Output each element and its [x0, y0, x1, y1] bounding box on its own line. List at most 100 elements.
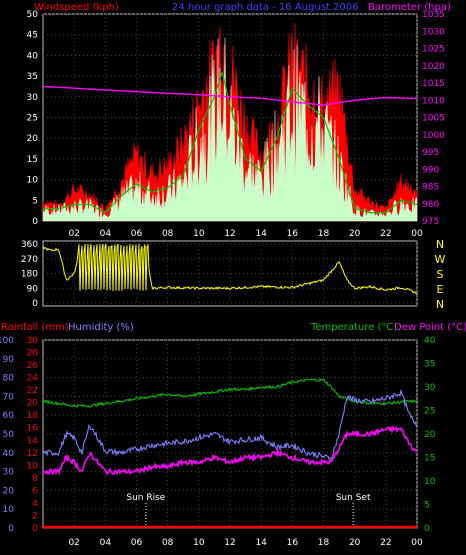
rainfall-tick-label: 14 — [27, 436, 39, 446]
dewpoint-axis-title: Dew Point (°C) — [394, 322, 466, 333]
temperature-time-tick-label: 14 — [255, 538, 267, 548]
temperature-tick-label: 20 — [424, 430, 436, 440]
temperature-time-tick-label: 12 — [224, 538, 235, 548]
humidity-tick-label: 20 — [3, 486, 15, 496]
humidity-tick-label: 50 — [3, 430, 15, 440]
temperature-axis-title: Temperature (°C) — [310, 322, 397, 333]
wind-time-tick-label: 20 — [349, 229, 361, 239]
temperature-time-tick-label: 18 — [318, 538, 330, 548]
wind-time-tick-label: 22 — [380, 229, 391, 239]
sun-annotations: Sun Rise Sun Set — [126, 493, 371, 528]
rainfall-tick-label: 8 — [32, 474, 38, 484]
humidity-tick-label: 0 — [8, 524, 14, 534]
temperature-time-tick-label: 06 — [131, 538, 143, 548]
temperature-tick-label: 25 — [424, 407, 435, 417]
rainfall-tick-label: 24 — [27, 374, 39, 384]
barometer-tick-label: 985 — [422, 183, 439, 193]
rainfall-tick-label: 22 — [27, 386, 38, 396]
temperature-axis: 0 5 10 15 20 25 30 35 40 — [424, 336, 436, 534]
wind-gust-series — [42, 37, 418, 222]
compass-tick-label: N — [436, 298, 444, 311]
rainfall-axis-title: Rainfall (mm) — [1, 322, 69, 333]
wind-time-tick-label: 08 — [162, 229, 174, 239]
wind-time-tick-label: 16 — [287, 229, 299, 239]
rainfall-tick-label: 20 — [27, 399, 39, 409]
temperature-time-tick-label: 08 — [162, 538, 174, 548]
humidity-tick-label: 90 — [3, 355, 15, 365]
humidity-tick-label: 60 — [3, 411, 15, 421]
rainfall-tick-label: 12 — [27, 449, 38, 459]
barometer-tick-label: 1030 — [422, 27, 445, 37]
temperature-tick-label: 15 — [424, 454, 435, 464]
temperature-time-tick-label: 02 — [68, 538, 79, 548]
rainfall-tick-label: 6 — [32, 486, 38, 496]
humidity-tick-label: 30 — [3, 468, 15, 478]
windspeed-tick-label: 40 — [27, 51, 39, 61]
humidity-tick-label: 80 — [3, 374, 15, 384]
windspeed-tick-label: 50 — [27, 10, 39, 20]
humidity-tick-label: 10 — [3, 505, 15, 515]
windspeed-tick-label: 30 — [27, 93, 39, 103]
barometer-tick-label: 980 — [422, 200, 439, 210]
humidity-tick-label: 70 — [3, 392, 15, 402]
temperature-panel-grid — [43, 339, 418, 529]
temperature-tick-label: 40 — [424, 336, 436, 346]
wind-time-tick-label: 04 — [100, 229, 112, 239]
humidity-series — [42, 390, 418, 461]
temperature-time-tick-label: 00 — [411, 538, 423, 548]
barometer-axis-title: Barometer (hpa) — [368, 2, 451, 13]
barometer-tick-label: 1015 — [422, 79, 445, 89]
temperature-panel-series — [42, 377, 418, 529]
sun-rise-label: Sun Rise — [126, 493, 165, 503]
rainfall-tick-label: 4 — [32, 499, 38, 509]
barometer-tick-label: 1005 — [422, 114, 445, 124]
wind-panel-series — [42, 22, 418, 222]
windspeed-axis: 0 5 10 15 20 25 30 35 40 45 50 — [27, 10, 39, 227]
wind-time-tick-label: 00 — [411, 229, 423, 239]
humidity-tick-label: 40 — [3, 449, 15, 459]
direction-degree-axis: 0 90 180 270 360 — [21, 240, 38, 309]
wind-time-tick-label: 06 — [131, 229, 143, 239]
barometer-tick-label: 1010 — [422, 96, 445, 106]
direction-tick-label: 0 — [32, 299, 38, 309]
windspeed-tick-label: 20 — [27, 134, 39, 144]
compass-tick-label: E — [437, 283, 444, 296]
compass-tick-label: W — [435, 253, 446, 266]
rainfall-tick-label: 0 — [32, 524, 38, 534]
barometer-tick-label: 1000 — [422, 131, 445, 141]
barometer-tick-label: 1035 — [422, 10, 445, 20]
sun-set-label: Sun Set — [336, 493, 371, 503]
wind-time-tick-label: 18 — [318, 229, 330, 239]
temperature-panel-time-axis: 02 04 06 08 10 12 14 16 18 20 22 00 — [68, 538, 423, 548]
barometer-axis: 975 980 985 990 995 1000 1005 1010 1015 1020 1025 1… — [422, 10, 445, 227]
dewpoint-series — [42, 424, 418, 476]
temperature-time-tick-label: 16 — [287, 538, 299, 548]
temperature-time-tick-label: 20 — [349, 538, 361, 548]
temperature-tick-label: 30 — [424, 383, 436, 393]
windspeed-tick-label: 10 — [27, 176, 39, 186]
wind-time-tick-label: 14 — [255, 229, 267, 239]
barometer-tick-label: 990 — [422, 165, 439, 175]
barometer-tick-label: 1025 — [422, 45, 445, 55]
windspeed-tick-label: 25 — [27, 114, 38, 124]
direction-tick-label: 360 — [21, 240, 38, 250]
humidity-axis: 0 10 20 30 40 50 60 70 80 90 100 — [0, 336, 14, 534]
direction-tick-label: 180 — [21, 270, 38, 280]
temperature-time-tick-label: 22 — [380, 538, 391, 548]
direction-tick-label: 90 — [27, 284, 39, 294]
barometer-tick-label: 975 — [422, 217, 439, 227]
windspeed-tick-label: 5 — [32, 196, 38, 206]
barometer-series — [42, 85, 418, 106]
compass-tick-label: S — [437, 268, 444, 281]
wind-average-series — [43, 70, 418, 214]
temperature-tick-label: 35 — [424, 360, 435, 370]
temperature-time-tick-label: 10 — [193, 538, 205, 548]
temperature-tick-label: 10 — [424, 477, 436, 487]
wind-time-tick-label: 10 — [193, 229, 205, 239]
rainfall-tick-label: 28 — [27, 349, 39, 359]
